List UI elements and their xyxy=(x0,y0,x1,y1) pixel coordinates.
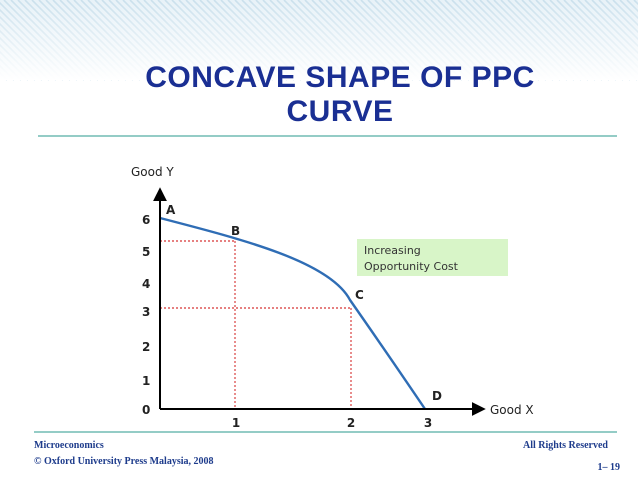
y-tick-5: 5 xyxy=(142,245,150,259)
footer-course-name: Microeconomics xyxy=(34,440,104,451)
point-label-b: B xyxy=(231,224,240,238)
slide-title-line-1: CONCAVE SHAPE OF PPC xyxy=(145,61,535,94)
y-tick-2: 2 xyxy=(142,340,150,354)
header-decoration xyxy=(0,0,638,81)
point-label-d: D xyxy=(432,389,442,403)
guide-lines xyxy=(160,240,352,409)
annotation-box xyxy=(357,239,508,276)
x-tick-1: 1 xyxy=(232,416,240,430)
y-tick-6: 6 xyxy=(142,213,150,227)
y-tick-0: 0 xyxy=(142,403,150,417)
ppc-curve xyxy=(159,216,426,410)
point-label-c: C xyxy=(355,288,364,302)
footer-rights: All Rights Reserved xyxy=(523,440,608,451)
point-label-a: A xyxy=(166,203,176,217)
y-tick-1: 1 xyxy=(142,374,150,388)
annotation-line-1: Increasing xyxy=(364,244,421,257)
y-tick-4: 4 xyxy=(142,277,150,291)
x-axis-label: Good X xyxy=(490,403,534,417)
x-tick-2: 2 xyxy=(347,416,355,430)
y-tick-3: 3 xyxy=(142,305,150,319)
y-axis-label: Good Y xyxy=(131,165,174,179)
footer-page-number: 1– 19 xyxy=(597,462,621,473)
x-tick-3: 3 xyxy=(424,416,432,430)
annotation-line-2: Opportunity Cost xyxy=(364,260,459,273)
footer-copyright: © Oxford University Press Malaysia, 2008 xyxy=(34,456,214,467)
slide-title-line-2: CURVE xyxy=(286,95,394,128)
